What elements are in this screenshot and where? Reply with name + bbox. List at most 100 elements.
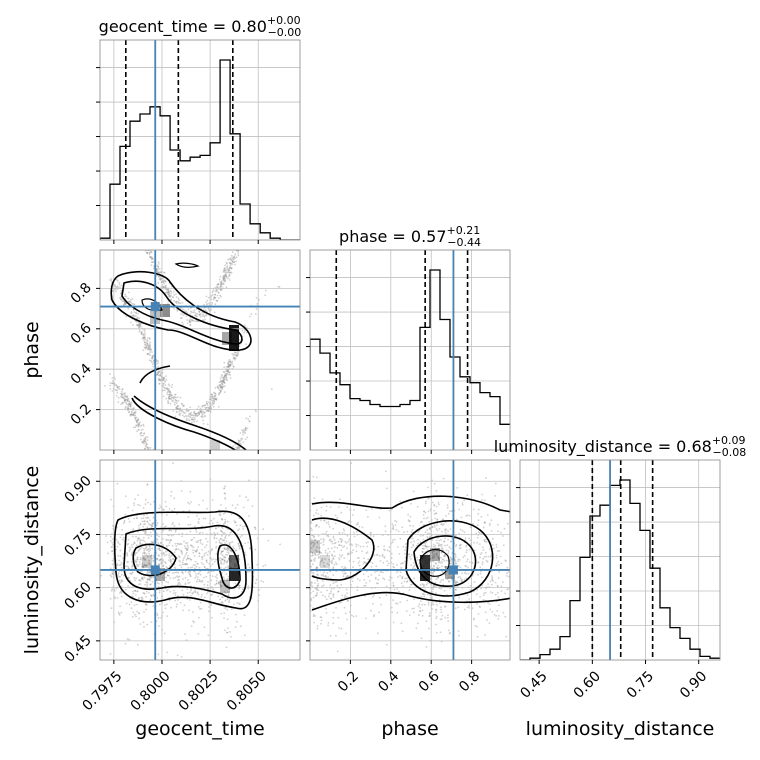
scatter-point (144, 558, 147, 560)
scatter-point (459, 528, 462, 531)
scatter-point (231, 353, 234, 355)
scatter-point (342, 575, 345, 578)
scatter-point (435, 562, 437, 565)
scatter-point (348, 538, 351, 541)
scatter-point (143, 551, 146, 554)
scatter-point (192, 418, 195, 421)
scatter-point (461, 502, 464, 504)
scatter-point (134, 589, 137, 592)
scatter-point (480, 552, 483, 554)
scatter-point (195, 531, 198, 533)
scatter-point (220, 390, 222, 392)
scatter-point (148, 349, 151, 351)
scatter-point (163, 377, 166, 379)
scatter-point (162, 281, 165, 283)
scatter-point (417, 614, 420, 617)
scatter-point (170, 539, 173, 542)
scatter-point (203, 412, 206, 414)
x-tick-label: 0.8000 (128, 668, 174, 714)
scatter-point (111, 377, 114, 379)
scatter-point (505, 572, 508, 575)
scatter-point (173, 525, 176, 527)
scatter-point (221, 530, 224, 533)
density-cell (229, 555, 239, 568)
scatter-point (433, 482, 436, 485)
scatter-point (219, 386, 222, 389)
scatter-point (137, 424, 140, 427)
scatter-point (191, 319, 194, 322)
scatter-point (223, 376, 226, 379)
scatter-point (431, 526, 434, 529)
scatter-point (221, 550, 224, 553)
scatter-point (207, 581, 209, 583)
scatter-point (136, 558, 138, 561)
scatter-point (205, 313, 208, 316)
scatter-point (220, 379, 222, 382)
contour-line (132, 543, 241, 589)
scatter-point (131, 298, 134, 300)
scatter-point (316, 627, 319, 630)
scatter-point (157, 585, 160, 588)
scatter-point (117, 387, 120, 390)
scatter-point (442, 583, 445, 586)
scatter-point (130, 403, 133, 406)
scatter-point (232, 256, 235, 258)
scatter-point (118, 564, 121, 566)
scatter-point (136, 424, 139, 426)
scatter-point (423, 585, 425, 588)
scatter-point (149, 598, 152, 601)
scatter-point (195, 528, 198, 531)
density-cell (310, 540, 320, 553)
scatter-point (423, 595, 425, 598)
scatter-point (317, 535, 320, 537)
scatter-point (162, 389, 164, 392)
scatter-point (158, 275, 160, 278)
scatter-point (149, 344, 152, 347)
scatter-point (119, 590, 122, 593)
scatter-point (144, 498, 147, 501)
scatter-point (146, 443, 148, 445)
scatter-point (142, 423, 145, 426)
scatter-point (151, 356, 154, 359)
scatter-point (132, 314, 135, 317)
scatter-point (421, 551, 424, 554)
scatter-point (443, 554, 445, 557)
scatter-point (120, 396, 123, 399)
scatter-point (331, 542, 334, 545)
scatter-point (435, 585, 437, 588)
scatter-point (226, 520, 229, 523)
scatter-point (163, 271, 166, 274)
panel-title: phase = 0.57+0.21 −0.44 (339, 224, 481, 249)
scatter-point (132, 543, 135, 546)
scatter-point (424, 542, 426, 545)
scatter-point (133, 504, 136, 507)
scatter-point (138, 422, 141, 425)
scatter-point (219, 557, 222, 559)
scatter-point (186, 547, 189, 550)
scatter-point (226, 372, 228, 375)
scatter-point (164, 604, 166, 607)
scatter-point (346, 618, 348, 621)
scatter-point (388, 546, 391, 548)
scatter-point (498, 550, 501, 552)
scatter-point (149, 576, 152, 579)
scatter-point (431, 602, 434, 605)
scatter-point (226, 553, 229, 556)
scatter-point (150, 264, 153, 266)
scatter-point (215, 558, 217, 561)
scatter-point (225, 566, 227, 569)
scatter-point (125, 403, 128, 406)
scatter-point (185, 547, 187, 550)
scatter-point (160, 371, 163, 374)
scatter-point (242, 528, 245, 530)
scatter-point (125, 315, 128, 318)
scatter-point (386, 549, 389, 552)
scatter-point (316, 541, 318, 543)
scatter-point (142, 440, 145, 443)
scatter-point (220, 562, 222, 565)
scatter-point (141, 577, 144, 579)
scatter-point (459, 543, 462, 546)
scatter-point (181, 563, 184, 566)
scatter-point (166, 292, 169, 294)
scatter-point (116, 545, 119, 548)
